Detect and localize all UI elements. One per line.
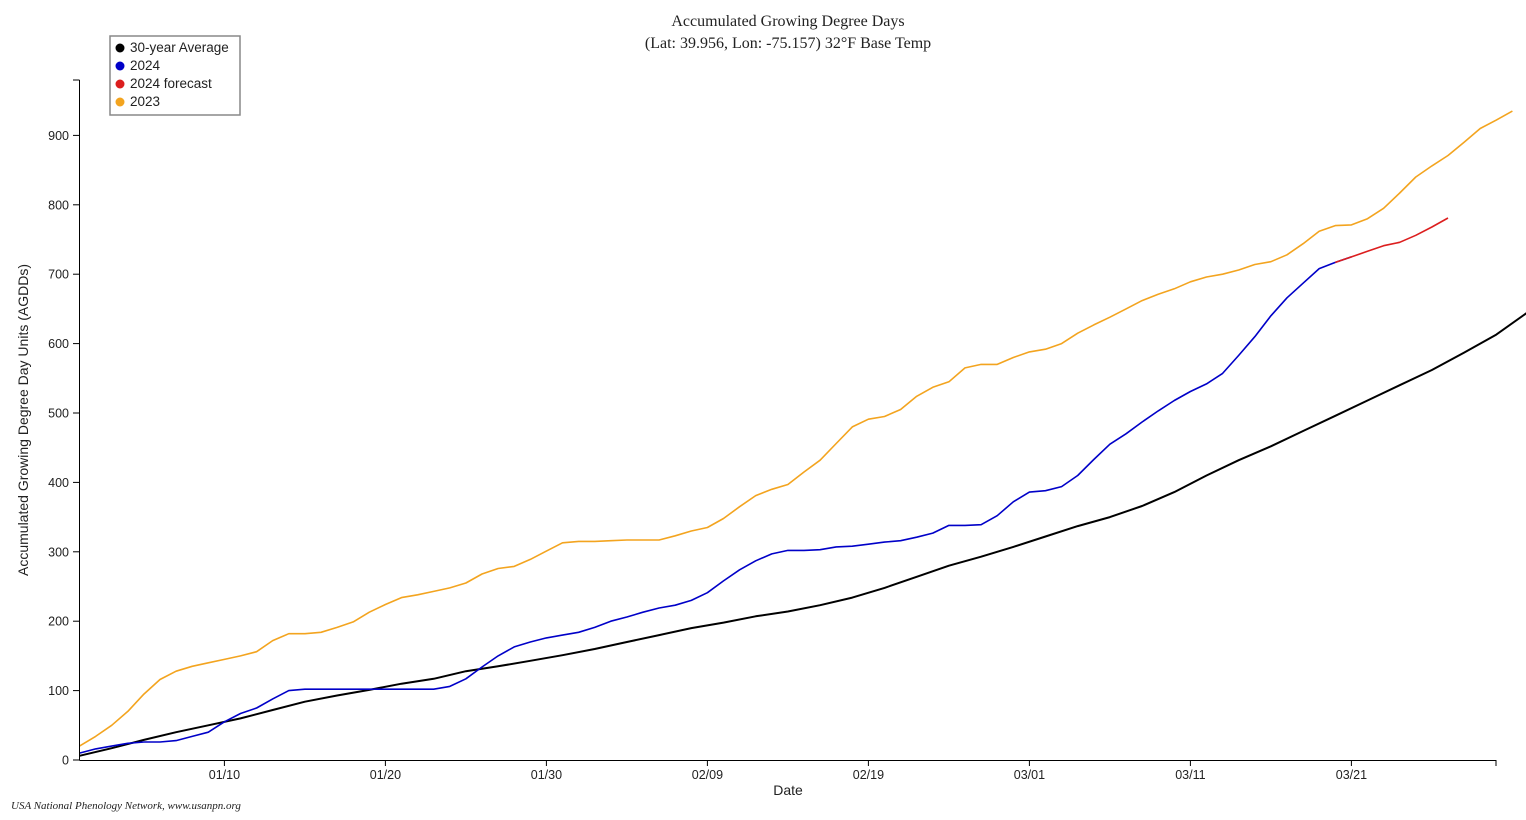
series-line-2024-forecast [1335, 217, 1449, 264]
series-line-2024 [79, 256, 1352, 754]
legend-label-2023: 2023 [130, 94, 160, 109]
legend-label-2024-forecast: 2024 forecast [130, 76, 212, 91]
y-tick-label-700: 700 [48, 268, 69, 282]
legend: 30-year Average 2024 2024 forecast 2023 [109, 35, 241, 116]
y-tick-label-900: 900 [48, 129, 69, 143]
series-line-2023 [79, 110, 1513, 747]
x-tick-label-4: 02/19 [853, 768, 884, 782]
legend-box [109, 35, 241, 116]
y-axis-label: Accumulated Growing Degree Day Units (AG… [15, 264, 31, 576]
y-axis: 0 100 200 300 400 500 600 700 800 900 [48, 79, 80, 768]
chart-title: Accumulated Growing Degree Days [671, 13, 904, 30]
legend-swatch-30-year-average [115, 43, 125, 53]
legend-label-2024: 2024 [130, 58, 161, 73]
series-line-30-year-average [79, 312, 1526, 757]
x-tick-label-7: 03/21 [1336, 768, 1367, 782]
x-tick-label-3: 02/09 [692, 768, 723, 782]
legend-swatch-2023 [115, 97, 125, 107]
x-tick-label-5: 03/01 [1014, 768, 1045, 782]
x-tick-label-6: 03/11 [1175, 768, 1205, 782]
y-tick-label-100: 100 [48, 684, 69, 698]
x-tick-label-2: 01/30 [531, 768, 562, 782]
legend-label-30-year-average: 30-year Average [130, 40, 229, 55]
y-tick-label-800: 800 [48, 198, 69, 212]
y-tick-label-600: 600 [48, 337, 69, 351]
x-tick-label-0: 01/10 [209, 768, 240, 782]
x-axis: 01/10 01/20 01/30 02/09 02/19 03/01 03/11 03/21 [209, 760, 1367, 782]
credit-text: USA National Phenology Network, www.usan… [11, 800, 241, 812]
y-tick-label-500: 500 [48, 407, 69, 421]
y-tick-label-0: 0 [62, 754, 69, 768]
x-axis-label: Date [773, 782, 803, 798]
chart-subtitle: (Lat: 39.956, Lon: -75.157) 32°F Base Te… [645, 35, 931, 52]
x-tick-label-1: 01/20 [370, 768, 401, 782]
y-tick-label-300: 300 [48, 545, 69, 559]
y-tick-label-200: 200 [48, 615, 69, 629]
series-lines [79, 110, 1526, 757]
y-tick-label-400: 400 [48, 476, 69, 490]
legend-swatch-2024-forecast [115, 79, 125, 89]
legend-swatch-2024 [115, 61, 125, 71]
